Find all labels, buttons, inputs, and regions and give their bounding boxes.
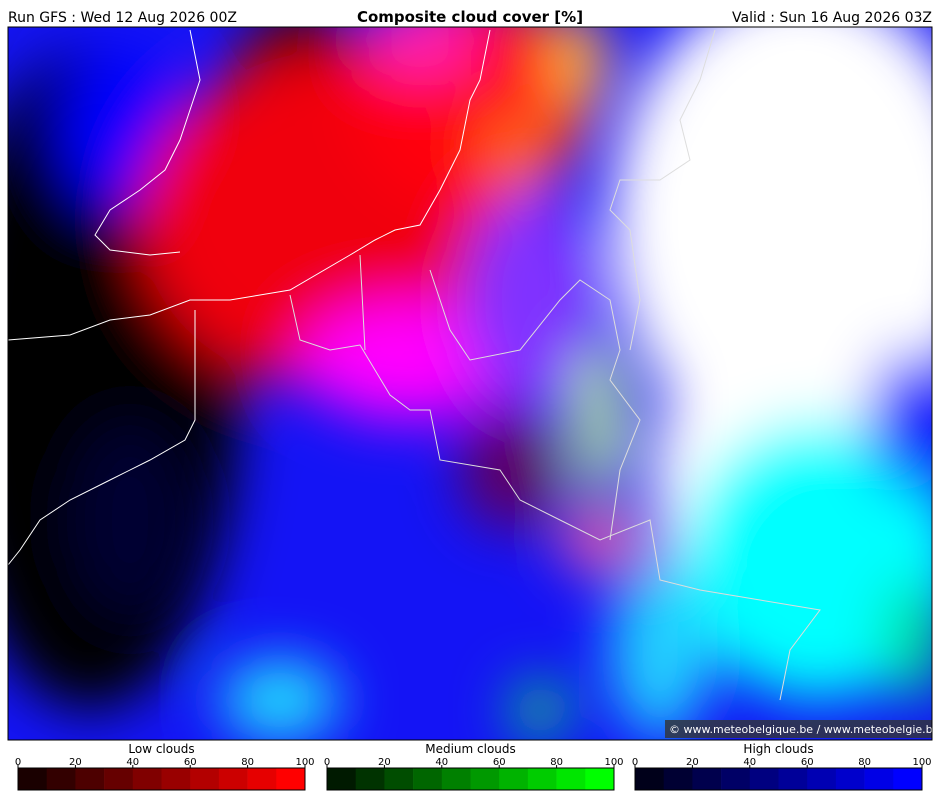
color-swatch xyxy=(835,768,865,790)
tick-label: 0 xyxy=(632,757,638,768)
color-swatch xyxy=(161,768,191,790)
color-swatch xyxy=(635,768,664,790)
tick-label: 40 xyxy=(126,757,139,768)
legend-title: Low clouds xyxy=(128,742,194,756)
tick-label: 60 xyxy=(184,757,197,768)
color-swatch xyxy=(355,768,385,790)
color-swatch xyxy=(778,768,808,790)
run-label: Run GFS : Wed 12 Aug 2026 00Z xyxy=(8,10,237,26)
color-swatch xyxy=(663,768,693,790)
colorbar-frame xyxy=(326,767,615,791)
tick-label: 100 xyxy=(604,757,623,768)
valid-label: Valid : Sun 16 Aug 2026 03Z xyxy=(732,10,932,26)
tick-label: 20 xyxy=(686,757,699,768)
tick-label: 60 xyxy=(801,757,814,768)
tick-label: 20 xyxy=(378,757,391,768)
tick-label: 40 xyxy=(435,757,448,768)
color-swatch xyxy=(527,768,557,790)
color-swatch xyxy=(749,768,779,790)
tick-label: 60 xyxy=(493,757,506,768)
color-swatch xyxy=(132,768,162,790)
colorbar-frame xyxy=(634,767,923,791)
tick-label: 20 xyxy=(69,757,82,768)
color-swatch xyxy=(75,768,105,790)
tick-label: 80 xyxy=(241,757,254,768)
color-swatch xyxy=(247,768,277,790)
color-swatch xyxy=(190,768,220,790)
map-frame xyxy=(7,26,933,741)
legend-title: Medium clouds xyxy=(425,742,516,756)
color-swatch xyxy=(470,768,500,790)
color-swatch xyxy=(807,768,837,790)
coastlines xyxy=(8,29,491,566)
tick-label: 0 xyxy=(324,757,330,768)
color-swatch xyxy=(276,768,306,790)
color-swatch xyxy=(893,768,923,790)
tick-label: 0 xyxy=(15,757,21,768)
color-swatch xyxy=(413,768,443,790)
cloud-field: © www.meteobelgique.be / www.meteobelgie… xyxy=(8,27,940,740)
color-swatch xyxy=(585,768,615,790)
color-swatch xyxy=(104,768,134,790)
legend-title: High clouds xyxy=(743,742,813,756)
colorbar-frame xyxy=(17,767,306,791)
color-swatch xyxy=(384,768,414,790)
tick-label: 80 xyxy=(550,757,563,768)
color-swatch xyxy=(327,768,356,790)
color-swatch xyxy=(46,768,76,790)
color-swatch xyxy=(864,768,894,790)
color-swatch xyxy=(18,768,47,790)
map-title: Composite cloud cover [%] xyxy=(357,8,583,26)
color-swatch xyxy=(499,768,529,790)
tick-label: 40 xyxy=(743,757,756,768)
tick-label: 100 xyxy=(295,757,314,768)
tick-label: 80 xyxy=(858,757,871,768)
color-swatch xyxy=(692,768,722,790)
color-swatch xyxy=(218,768,248,790)
borders xyxy=(289,29,821,701)
color-swatch xyxy=(556,768,586,790)
tick-label: 100 xyxy=(912,757,931,768)
color-swatch xyxy=(721,768,751,790)
color-swatch xyxy=(441,768,471,790)
credit: © www.meteobelgique.be / www.meteobelgie… xyxy=(669,723,940,736)
